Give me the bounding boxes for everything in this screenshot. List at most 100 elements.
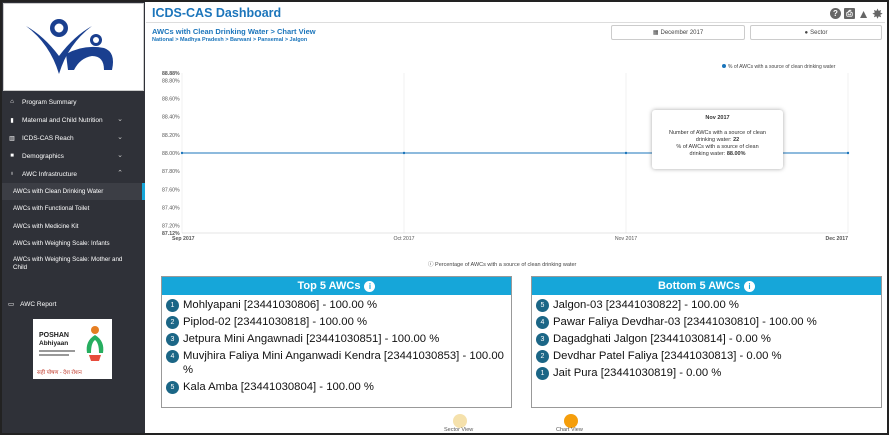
awc-list-item: 1 Jait Pura [23441030819] - 0.00 %	[532, 366, 881, 380]
help-icon[interactable]: ?	[830, 8, 841, 19]
chart-view-toggle[interactable]	[564, 414, 578, 428]
sidebar-item-label: Maternal and Child Nutrition	[22, 116, 103, 124]
rank-badge: 1	[536, 367, 549, 380]
tooltip-label-2: % of AWCs with a source of clean drinkin…	[676, 144, 759, 157]
awc-list-item: 5 Kala Amba [23441030804] - 100.00 %	[162, 380, 511, 394]
poshan-tagline-en	[39, 354, 69, 356]
breadcrumb[interactable]: National > Madhya Pradesh > Barwani > Pa…	[152, 37, 308, 43]
sector-view-label[interactable]: Sector View	[444, 427, 474, 433]
sidebar-subitem-label: AWCs with Weighing Scale: Infants	[13, 239, 110, 247]
sidebar-subitem-scale-mother[interactable]: AWCs with Weighing Scale: Mother and Chi…	[2, 252, 127, 272]
alert-icon[interactable]: ▲	[857, 6, 870, 21]
tooltip-value-1: 22	[733, 137, 740, 143]
awc-name: Pawar Faliya Devdhar-03 [23441030810] - …	[553, 316, 817, 328]
sidebar-item-icds-reach[interactable]: ▥ ICDS-CAS Reach ⌄	[2, 129, 145, 147]
chevron-down-icon: ⌄	[117, 116, 123, 123]
awc-name: Jait Pura [23441030819] - 0.00 %	[553, 367, 722, 379]
chart-tooltip: Nov 2017 Number of AWCs with a source of…	[652, 110, 783, 169]
info-icon[interactable]: i	[364, 280, 376, 292]
sidebar-item-program-summary[interactable]: ⌂ Program Summary	[2, 93, 145, 111]
poshan-abhiyaan-logo[interactable]: POSHAN Abhiyaan सही पोषण - देश रोशन	[33, 319, 112, 379]
rank-badge: 4	[166, 350, 179, 363]
pin-icon: ♁	[9, 171, 15, 177]
poshan-tagline-en	[39, 350, 75, 352]
sidebar-subitem-toilet[interactable]: AWCs with Functional Toilet	[2, 200, 145, 218]
tooltip-line-1: Number of AWCs with a source of clean dr…	[652, 130, 783, 144]
date-filter[interactable]: ▦ December 2017	[611, 25, 745, 40]
top5-header: Top 5 AWCs i	[162, 277, 511, 295]
gear-icon[interactable]: ✸	[872, 6, 883, 21]
awc-list-item: 3 Dagadghati Jalgon [23441030814] - 0.00 …	[532, 332, 881, 346]
home-icon: ⌂	[10, 99, 14, 105]
awc-name: Piplod-02 [23441030818] - 100.00 %	[183, 316, 368, 328]
level-filter[interactable]: ● Sector	[750, 25, 882, 40]
sidebar-subitem-label: AWCs with Functional Toilet	[13, 205, 90, 212]
chevron-up-icon: ⌃	[117, 170, 123, 177]
monitor-icon: ▭	[8, 301, 15, 308]
poshan-emblem-icon	[86, 326, 104, 361]
sidebar: ⌂ Program Summary ▮ Maternal and Child Nut…	[2, 2, 145, 433]
info-icon[interactable]: i	[744, 280, 756, 292]
people-icon: ■	[10, 153, 14, 159]
rank-badge: 3	[536, 333, 549, 346]
section-title: AWCs with Clean Drinking Water > Chart V…	[152, 27, 316, 36]
rank-badge: 4	[536, 316, 549, 329]
chart-legend[interactable]: % of AWCs with a source of clean drinkin…	[722, 64, 835, 70]
top5-panel: Top 5 AWCs i 1 Mohlyapani [23441030806] - …	[161, 276, 512, 408]
chart-icon: ▥	[9, 135, 15, 142]
sidebar-item-awc-infrastructure[interactable]: ♁ AWC Infrastructure ⌃	[2, 165, 145, 183]
poshan-tagline: सही पोषण - देश रोशन	[37, 370, 82, 376]
location-icon: ●	[804, 29, 809, 36]
sidebar-item-label: Program Summary	[22, 98, 77, 106]
rank-badge: 5	[166, 381, 179, 394]
awc-name: Muvjhira Faliya Mini Anganwadi Kendra [2…	[183, 350, 504, 376]
tooltip-title: Nov 2017	[705, 115, 730, 121]
poshan-subtitle: Abhiyaan	[39, 340, 69, 347]
icds-logo[interactable]	[3, 3, 144, 91]
legend-label: % of AWCs with a source of clean drinkin…	[728, 64, 836, 70]
sidebar-item-awc-report[interactable]: ▭ AWC Report	[2, 297, 145, 311]
awc-list-item: 2 Devdhar Patel Faliya [23441030813] - 0.…	[532, 349, 881, 363]
sidebar-subitem-clean-water[interactable]: AWCs with Clean Drinking Water	[2, 183, 145, 200]
chevron-down-icon: ⌄	[117, 134, 123, 141]
date-filter-value: December 2017	[660, 29, 704, 36]
legend-marker	[722, 64, 726, 68]
bottom5-title: Bottom 5 AWCs	[657, 280, 741, 292]
awc-name: Devdhar Patel Faliya [23441030813] - 0.0…	[553, 350, 782, 362]
sector-view-toggle[interactable]	[453, 414, 467, 428]
info-icon: ⓘ	[428, 262, 434, 268]
awc-name: Jetpura Mini Angawnadi [23441030851] - 1…	[183, 333, 440, 345]
tooltip-label-1: Number of AWCs with a source of clean dr…	[668, 130, 766, 143]
awc-list-item: 4 Pawar Faliya Devdhar-03 [23441030810] -…	[532, 315, 881, 329]
sidebar-subitem-label: AWCs with Clean Drinking Water	[13, 187, 104, 195]
tooltip-line-2: % of AWCs with a source of clean drinkin…	[652, 144, 783, 158]
header-actions: ? ⎙ ▲ ✸	[830, 6, 883, 21]
awc-list-item: 3 Jetpura Mini Angawnadi [23441030851] - …	[162, 332, 511, 346]
rank-badge: 2	[536, 350, 549, 363]
sidebar-subitem-medicine-kit[interactable]: AWCs with Medicine Kit	[2, 218, 145, 235]
top5-title: Top 5 AWCs	[297, 280, 361, 292]
sidebar-item-demographics[interactable]: ■ Demographics ⌄	[2, 147, 145, 165]
chart-footer-label: Percentage of AWCs with a source of clea…	[435, 262, 577, 268]
bottom5-header: Bottom 5 AWCs i	[532, 277, 881, 295]
print-icon[interactable]: ⎙	[844, 8, 855, 19]
sidebar-item-maternal[interactable]: ▮ Maternal and Child Nutrition ⌄	[2, 111, 145, 129]
awc-name: Jalgon-03 [23441030822] - 100.00 %	[553, 299, 739, 311]
bottom5-panel: Bottom 5 AWCs i 5 Jalgon-03 [23441030822] …	[531, 276, 882, 408]
calendar-icon: ▦	[652, 30, 659, 36]
sidebar-item-label: Demographics	[22, 152, 64, 160]
sidebar-nav: ⌂ Program Summary ▮ Maternal and Child Nut…	[2, 93, 145, 272]
tooltip-value-2: 88.00%	[726, 151, 746, 157]
awc-name: Dagadghati Jalgon [23441030814] - 0.00 %	[553, 333, 771, 345]
level-filter-value: Sector	[810, 29, 828, 36]
chart-view-label[interactable]: Chart View	[556, 427, 583, 433]
poshan-title: POSHAN	[39, 332, 69, 339]
sidebar-subitem-scale-infants[interactable]: AWCs with Weighing Scale: Infants	[2, 235, 145, 252]
awc-name: Mohlyapani [23441030806] - 100.00 %	[183, 299, 378, 311]
rank-badge: 5	[536, 299, 549, 312]
rank-badge: 1	[166, 299, 179, 312]
chevron-down-icon: ⌄	[117, 152, 123, 159]
sidebar-item-label: ICDS-CAS Reach	[22, 134, 74, 142]
awc-list-item: 4 Muvjhira Faliya Mini Anganwadi Kendra […	[162, 349, 511, 377]
rank-badge: 3	[166, 333, 179, 346]
